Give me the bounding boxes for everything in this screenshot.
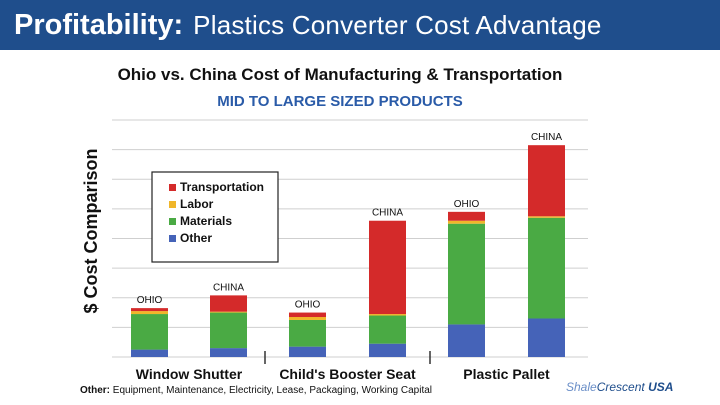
chart-subtitle: MID TO LARGE SIZED PRODUCTS xyxy=(217,93,463,110)
bar-label: CHINA xyxy=(531,132,562,143)
logo-part3: USA xyxy=(648,380,674,394)
bar-segment-other xyxy=(369,343,406,357)
shalecrescent-logo: ShaleCrescent USA xyxy=(566,380,673,394)
y-axis-label: $ Cost Comparison xyxy=(81,148,101,313)
bar-segment-materials xyxy=(528,217,565,319)
legend-swatch xyxy=(169,184,176,191)
legend-swatch xyxy=(169,218,176,225)
bar-segment-transportation xyxy=(210,295,247,312)
bar-segment-labor xyxy=(448,220,485,224)
bar-segment-materials xyxy=(369,315,406,344)
bar-segment-labor xyxy=(131,311,168,315)
bar-segment-labor xyxy=(210,311,247,313)
bar-segment-transportation xyxy=(448,211,485,221)
bar-segment-other xyxy=(131,349,168,357)
slide-header: Profitability: Plastics Converter Cost A… xyxy=(0,0,720,50)
bar-label: CHINA xyxy=(372,208,403,219)
bar-segment-labor xyxy=(528,216,565,218)
category-label: Child's Booster Seat xyxy=(279,366,416,382)
bar-segment-materials xyxy=(448,223,485,325)
legend-entry: Materials xyxy=(180,214,232,228)
bar-segment-materials xyxy=(131,314,168,350)
bar-segment-materials xyxy=(210,312,247,349)
footnote-text: Equipment, Maintenance, Electricity, Lea… xyxy=(110,385,433,396)
legend-swatch xyxy=(169,235,176,242)
bar-label: OHIO xyxy=(137,295,163,306)
bar-label: CHINA xyxy=(213,282,244,293)
bar-label: OHIO xyxy=(454,199,480,210)
bar-segment-other xyxy=(210,348,247,357)
logo-part2: Crescent xyxy=(596,380,645,394)
legend-entry: Labor xyxy=(180,197,214,211)
legend-entry: Transportation xyxy=(180,180,264,194)
bar-segment-other xyxy=(528,318,565,357)
legend-entry: Other xyxy=(180,231,212,245)
bar-segment-labor xyxy=(289,317,326,320)
logo-part1: Shale xyxy=(566,380,597,394)
category-label: Plastic Pallet xyxy=(463,366,550,382)
chart-title: Ohio vs. China Cost of Manufacturing & T… xyxy=(117,65,563,84)
legend-swatch xyxy=(169,201,176,208)
bar-segment-transportation xyxy=(131,308,168,312)
category-label: Window Shutter xyxy=(136,366,243,382)
slide-title-rest: Plastics Converter Cost Advantage xyxy=(193,9,602,40)
bar-segment-other xyxy=(289,346,326,357)
bar-segment-transportation xyxy=(369,220,406,315)
bar-segment-other xyxy=(448,324,485,357)
bar-segment-materials xyxy=(289,319,326,347)
bar-segment-labor xyxy=(369,314,406,316)
bar-segment-transportation xyxy=(289,312,326,318)
footnote-label: Other: xyxy=(80,385,110,396)
footnote: Other: Equipment, Maintenance, Electrici… xyxy=(80,385,432,396)
bar-segment-transportation xyxy=(528,145,565,217)
bar-label: OHIO xyxy=(295,300,321,311)
slide-title-bold: Profitability: xyxy=(14,8,184,41)
